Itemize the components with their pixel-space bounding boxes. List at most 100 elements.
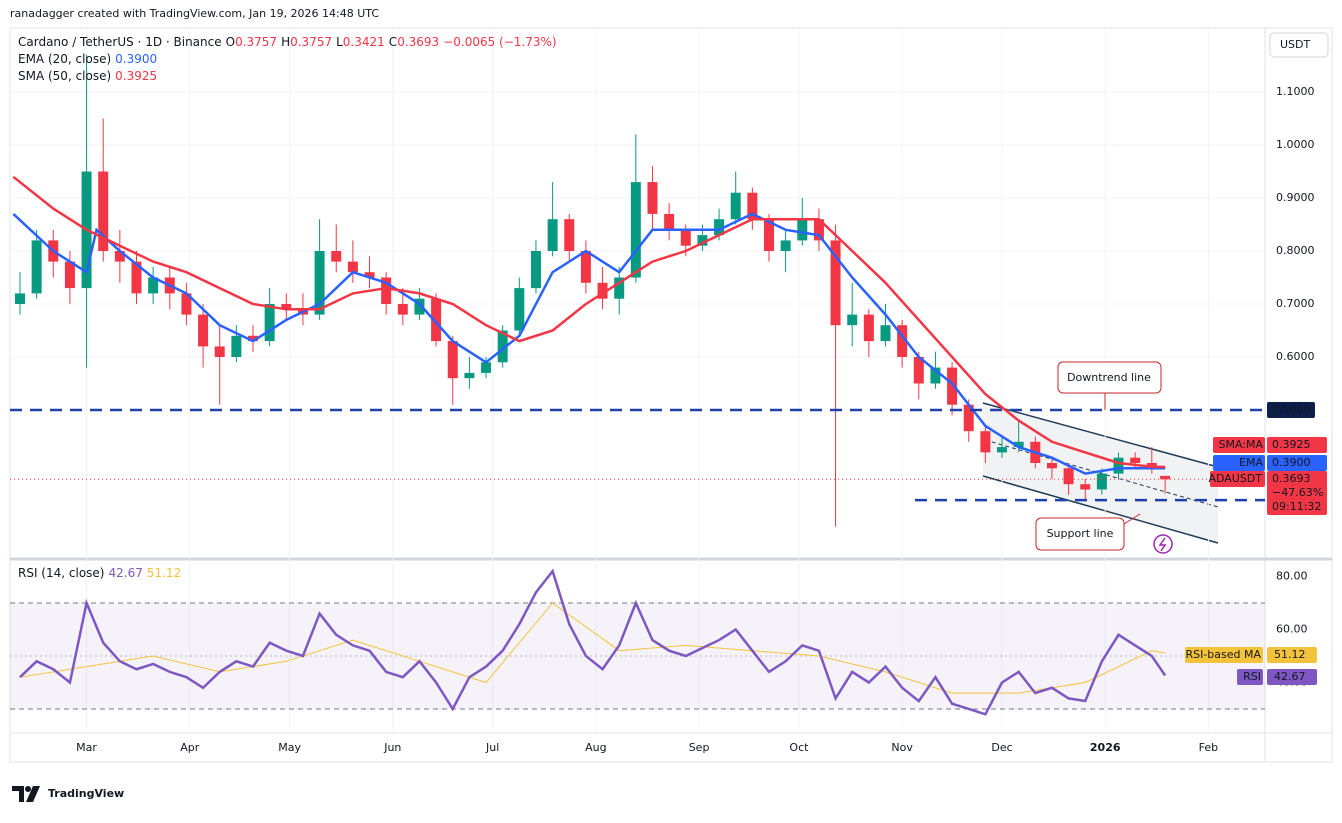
ohlc-value: 0.3693 <box>397 35 440 49</box>
candle-body <box>364 272 375 278</box>
candle-body <box>464 372 475 379</box>
candle-body <box>231 335 242 357</box>
price-badge-bg <box>1210 471 1265 487</box>
candle-body <box>181 293 192 315</box>
x-tick-label: Oct <box>789 741 809 754</box>
x-tick-label: Sep <box>689 741 710 754</box>
candle-body <box>863 314 874 342</box>
candle-body <box>780 240 791 252</box>
callout <box>1035 517 1125 551</box>
candle-body <box>281 304 292 310</box>
y-tick-label: 0.9000 <box>1276 191 1315 204</box>
candle-body <box>347 261 358 273</box>
candle-body <box>697 235 708 246</box>
annotation: Downtrend line <box>1067 371 1151 384</box>
candle-body <box>1063 468 1074 485</box>
candle-body <box>580 251 591 283</box>
candle-body <box>997 447 1008 453</box>
candle-body <box>131 261 142 294</box>
candle-body <box>547 219 558 252</box>
y-tick-label: 0.8000 <box>1276 244 1315 257</box>
frame <box>9 27 1333 763</box>
x-tick-label: Mar <box>76 741 97 754</box>
price-badge-value: 0.3693 <box>1272 472 1311 485</box>
ohlc-key: L <box>336 35 343 49</box>
candle-body <box>64 261 75 289</box>
ohlc-value: 0.3421 <box>342 35 385 49</box>
badge-value-bg <box>1267 669 1317 685</box>
candle-body <box>913 356 924 384</box>
candle-body <box>198 314 209 347</box>
candle-body <box>248 335 259 342</box>
candle-body <box>530 251 541 289</box>
candle-body <box>397 304 408 315</box>
y-tick-label: 60.00 <box>1276 622 1308 635</box>
price-badge-symbol: ADAUSDT <box>1208 472 1262 485</box>
candle-body <box>148 277 159 294</box>
channel-lower <box>982 475 1219 544</box>
badge-label-bg <box>1213 437 1265 453</box>
badge-value: 0.3925 <box>1272 438 1311 451</box>
candle-body <box>1096 473 1107 490</box>
candle-body <box>331 251 342 262</box>
candle-body <box>414 298 425 315</box>
callout <box>1057 361 1162 394</box>
candle-body <box>680 229 691 246</box>
attribution: ranadagger created with TradingView.com,… <box>10 7 379 20</box>
candle-body <box>31 240 42 294</box>
logo: TradingView <box>48 787 124 800</box>
x-tick-label: 2026 <box>1090 741 1121 754</box>
candle-body <box>381 277 392 305</box>
candle-body <box>497 330 508 363</box>
badge-value-bg <box>1267 437 1327 453</box>
badge-label-bg <box>1185 647 1263 663</box>
symbol-name: Cardano / TetherUS · 1D · Binance <box>18 35 222 49</box>
x-tick-label: Nov <box>891 741 913 754</box>
callout-pointer <box>1123 513 1141 525</box>
badge-value-bg <box>1267 647 1317 663</box>
candle-body <box>597 282 608 299</box>
candle-body <box>963 404 974 432</box>
ohlc-key: H <box>281 35 291 49</box>
candle-body <box>514 288 525 331</box>
logo-part <box>12 786 24 802</box>
logo-part <box>25 786 31 792</box>
x-tick-label: Feb <box>1199 741 1218 754</box>
indicator-legend: SMA (50, close) 0.3925 <box>18 69 161 83</box>
channel-upper <box>982 402 1219 468</box>
candle-body <box>847 314 858 326</box>
rsi-value: 51.12 <box>146 566 182 580</box>
candle-body <box>930 367 941 384</box>
candle-body <box>14 293 25 305</box>
ohlc-value: 0.3757 <box>235 35 278 49</box>
candle-body <box>880 325 891 342</box>
candle-body <box>763 219 774 252</box>
indicator-line <box>12 212 1166 475</box>
candle-body <box>947 367 958 405</box>
currency-button[interactable] <box>1269 32 1329 58</box>
candle-body <box>730 192 741 220</box>
ohlc-value: 0.3757 <box>290 35 333 49</box>
candle-body <box>980 431 991 453</box>
y-tick-label: 1.1000 <box>1276 85 1315 98</box>
candle-body <box>564 219 575 252</box>
ohlc-key: O <box>225 35 236 49</box>
rsi-value: 42.67 <box>108 566 143 580</box>
logo-part <box>26 786 40 802</box>
symbol-legend: Cardano / TetherUS · 1D · Binance O0.3757… <box>18 35 561 49</box>
plot: 0.6000 0.7000 0.8000 0.9000 1.0000 1.1000 Mar A… <box>10 28 1327 754</box>
alert-icon[interactable] <box>1153 534 1173 554</box>
x-tick-label: Dec <box>991 741 1012 754</box>
annotation: Support line <box>1047 527 1114 540</box>
candle-body <box>747 192 758 220</box>
candle-body <box>1160 475 1171 480</box>
logo-icon <box>12 786 40 802</box>
candle-body <box>614 277 625 299</box>
indicator-value: 0.3900 <box>115 52 158 66</box>
candle-body <box>647 182 658 214</box>
candle-body <box>1046 462 1057 469</box>
candle-body <box>813 219 824 241</box>
indicator-value: 0.3925 <box>115 69 158 83</box>
candle-body <box>431 298 442 342</box>
